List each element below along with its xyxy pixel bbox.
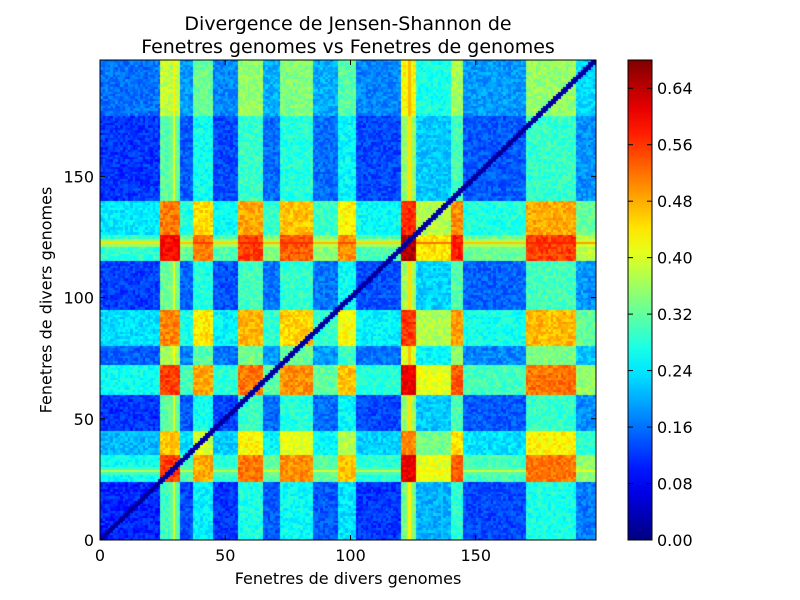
- x-tick-label: 150: [460, 546, 491, 565]
- y-tick-label: 50: [74, 410, 94, 429]
- colorbar-tick-label: 0.00: [657, 531, 693, 550]
- colorbar-tick-label: 0.32: [657, 305, 693, 324]
- chart-title-line-1: Divergence de Jensen-Shannon de: [184, 13, 512, 35]
- plot-frame: [99, 59, 597, 541]
- y-tick-label: 0: [84, 531, 94, 550]
- heatmap-plot: [100, 60, 596, 540]
- x-axis-label: Fenetres de divers genomes: [234, 569, 462, 588]
- colorbar-tick-label: 0.64: [657, 79, 693, 98]
- colorbar-tick-label: 0.16: [657, 418, 693, 437]
- colorbar: [627, 59, 653, 541]
- x-tick-label: 50: [215, 546, 235, 565]
- y-tick-label: 100: [63, 289, 94, 308]
- y-tick-label: 150: [63, 167, 94, 186]
- colorbar-tick-label: 0.48: [657, 192, 693, 211]
- colorbar-tick-label: 0.24: [657, 362, 693, 381]
- x-tick-label: 100: [335, 546, 366, 565]
- y-axis-label: Fenetres de divers genomes: [36, 186, 56, 414]
- chart-title-line-2: Fenetres genomes vs Fenetres de genomes: [141, 36, 555, 58]
- colorbar-tick-label: 0.08: [657, 475, 693, 494]
- colorbar-tick-label: 0.40: [657, 249, 693, 268]
- colorbar-tick-label: 0.56: [657, 136, 693, 155]
- x-tick-label: 0: [95, 546, 105, 565]
